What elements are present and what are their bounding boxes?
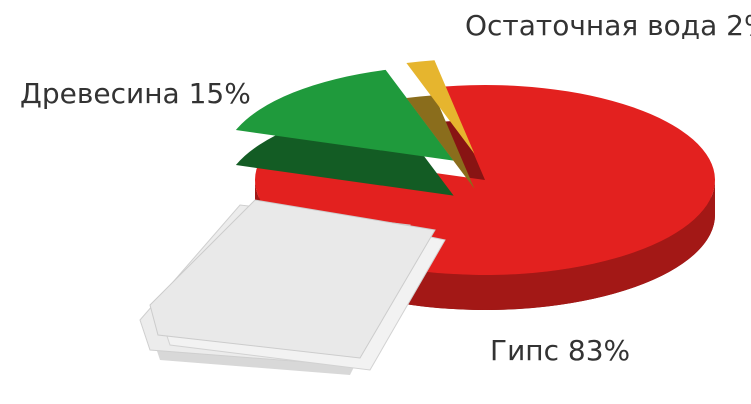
slice-label: Остаточная вода 2% [465,9,751,42]
value-label: 83% [568,334,630,367]
labels: Гипс 83% Древесина 15% Остаточная вода 2% [20,9,751,367]
slice [406,60,475,154]
value-label: 2% [726,9,751,42]
category-name: Остаточная вода [465,9,717,42]
papers-illustration [139,199,446,375]
slice-label: Гипс 83% [490,334,630,367]
slice-base [406,95,475,189]
slice-label: Древесина 15% [20,77,251,110]
slice [235,69,454,161]
value-label: 15% [189,77,251,110]
category-name: Древесина [20,77,180,110]
paper [149,199,436,359]
category-name: Гипс [490,334,559,367]
